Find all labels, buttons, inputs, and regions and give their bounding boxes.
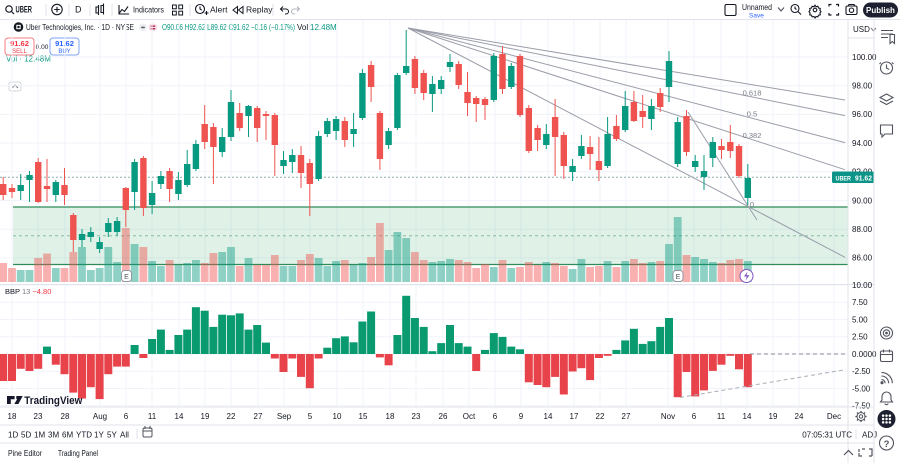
svg-text:5D: 5D [21, 431, 31, 440]
svg-text:14: 14 [544, 412, 553, 421]
svg-text:All: All [120, 431, 129, 440]
svg-text:?: ? [884, 439, 890, 450]
svg-text:19: 19 [201, 412, 210, 421]
svg-text:6: 6 [692, 412, 697, 421]
svg-text:SELL: SELL [12, 49, 27, 55]
svg-text:19: 19 [769, 412, 778, 421]
svg-text:23: 23 [412, 412, 421, 421]
svg-text:14: 14 [175, 412, 184, 421]
svg-text:Dec: Dec [827, 412, 841, 421]
svg-text:7.50: 7.50 [852, 298, 868, 307]
svg-text:BBP 13 −4.80: BBP 13 −4.80 [5, 287, 51, 296]
svg-text:1Y: 1Y [94, 431, 104, 440]
svg-text:2.50: 2.50 [852, 333, 868, 342]
svg-text:15: 15 [359, 412, 368, 421]
svg-text:9: 9 [519, 412, 524, 421]
svg-text:27: 27 [254, 412, 263, 421]
svg-text:D: D [75, 5, 82, 15]
svg-text:10: 10 [333, 412, 342, 421]
svg-text:6: 6 [124, 412, 129, 421]
svg-text:07:05:31 UTC: 07:05:31 UTC [802, 431, 852, 440]
svg-text:USD: USD [853, 25, 870, 34]
svg-text:UBER: UBER [16, 5, 33, 15]
svg-text:11: 11 [717, 412, 726, 421]
svg-text:Uber Technologies, Inc. · 1D ·: Uber Technologies, Inc. · 1D · NYSE [26, 22, 134, 32]
svg-text:91.62: 91.62 [10, 39, 29, 48]
svg-text:0: 0 [750, 200, 754, 209]
svg-text:Trading Panel: Trading Panel [58, 449, 98, 458]
svg-text:22: 22 [227, 412, 236, 421]
svg-text:100.00: 100.00 [852, 53, 877, 62]
svg-text:98.00: 98.00 [852, 82, 873, 91]
svg-text:-7.50: -7.50 [852, 402, 871, 411]
svg-text:Sep: Sep [277, 412, 292, 421]
svg-text:5Y: 5Y [107, 431, 117, 440]
svg-text:Aug: Aug [93, 412, 107, 421]
svg-text:23: 23 [34, 412, 43, 421]
svg-text:0.00: 0.00 [36, 44, 49, 51]
svg-text:18: 18 [8, 412, 17, 421]
svg-text:Publish: Publish [866, 6, 895, 15]
svg-text:YTD: YTD [76, 431, 92, 440]
svg-text:Pine Editor: Pine Editor [8, 449, 42, 458]
svg-text:11: 11 [148, 412, 157, 421]
svg-text:-5.00: -5.00 [852, 384, 871, 393]
svg-text:90.00: 90.00 [852, 196, 873, 205]
svg-text:E: E [124, 274, 129, 281]
svg-text:27: 27 [622, 412, 631, 421]
svg-text:0.618: 0.618 [743, 88, 762, 97]
svg-text:Vol · 12.48M: Vol · 12.48M [6, 55, 51, 64]
svg-text:12.48M: 12.48M [310, 23, 337, 32]
svg-text:Oct: Oct [463, 412, 476, 421]
svg-text:6: 6 [493, 412, 498, 421]
svg-text:94.00: 94.00 [852, 139, 873, 148]
svg-text:17: 17 [570, 412, 579, 421]
svg-text:E: E [676, 274, 681, 281]
svg-text:0.5: 0.5 [747, 110, 757, 119]
svg-text:ADJ: ADJ [862, 431, 877, 440]
svg-text:1M: 1M [34, 431, 45, 440]
svg-text:3M: 3M [48, 431, 59, 440]
svg-text:5.00: 5.00 [852, 315, 868, 324]
svg-text:91.62: 91.62 [855, 173, 872, 182]
svg-text:-2.50: -2.50 [852, 367, 871, 376]
svg-text:14: 14 [743, 412, 752, 421]
svg-text:86.00: 86.00 [852, 254, 873, 263]
svg-text:6M: 6M [62, 431, 73, 440]
svg-text:96.00: 96.00 [852, 110, 873, 119]
svg-text:Unnamed: Unnamed [742, 2, 772, 12]
svg-text:Vol: Vol [297, 23, 308, 32]
svg-text:Nov: Nov [661, 412, 675, 421]
svg-text:26: 26 [439, 412, 448, 421]
svg-text:Replay: Replay [246, 5, 273, 15]
svg-text:18: 18 [386, 412, 395, 421]
svg-text:28: 28 [61, 412, 70, 421]
svg-text:24: 24 [795, 412, 804, 421]
svg-text:0.0000: 0.0000 [852, 350, 877, 359]
svg-text:10.00: 10.00 [852, 281, 873, 290]
svg-text:TradingView: TradingView [24, 395, 82, 407]
svg-text:Indicators: Indicators [133, 5, 164, 15]
svg-text:22: 22 [596, 412, 605, 421]
svg-text:Alert: Alert [210, 5, 228, 15]
svg-text:1D: 1D [8, 431, 18, 440]
svg-text:Save: Save [749, 13, 764, 20]
svg-text:88.00: 88.00 [852, 225, 873, 234]
svg-text:UBER: UBER [836, 175, 852, 182]
svg-text:0.382: 0.382 [743, 131, 762, 140]
svg-text:O90.06 H92.62 L89.62 C91.62 −0: O90.06 H92.62 L89.62 C91.62 −0.16 (−0.17… [162, 23, 295, 32]
svg-text:5: 5 [308, 412, 313, 421]
